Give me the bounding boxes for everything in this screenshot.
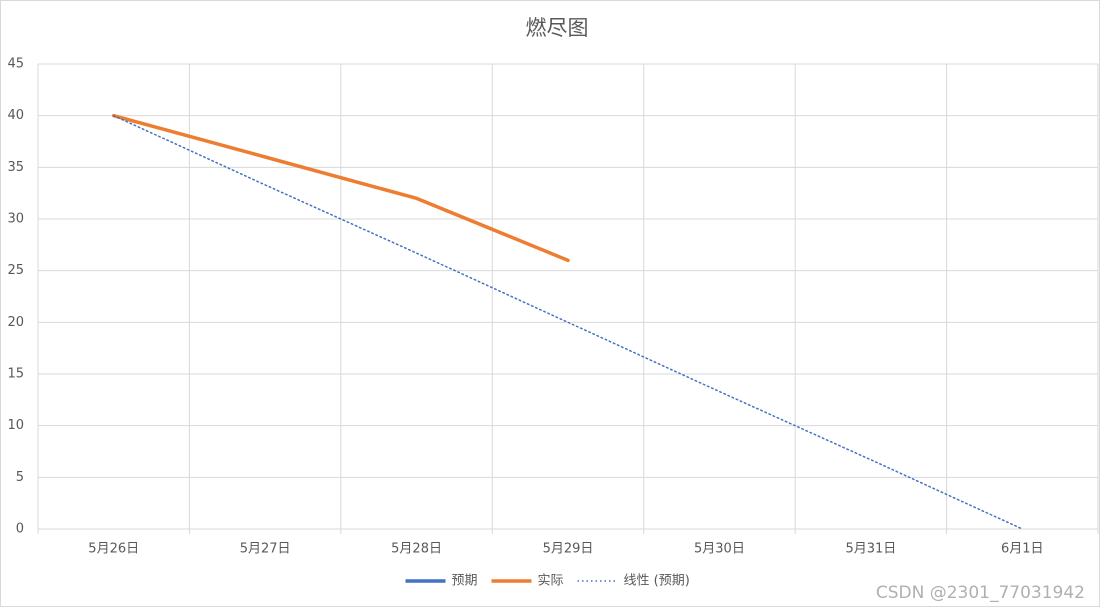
x-tick-label: 5月28日 bbox=[391, 542, 442, 557]
legend-label: 实际 bbox=[538, 574, 564, 589]
y-tick-label: 45 bbox=[7, 57, 24, 72]
series-line bbox=[111, 113, 570, 263]
y-tick-label: 10 bbox=[7, 418, 24, 433]
legend-label: 预期 bbox=[452, 574, 478, 589]
y-tick-label: 15 bbox=[7, 367, 24, 382]
y-tick-label: 5 bbox=[16, 470, 24, 485]
y-tick-label: 30 bbox=[7, 212, 24, 227]
x-tick-label: 6月1日 bbox=[1001, 542, 1044, 557]
y-tick-label: 20 bbox=[7, 315, 24, 330]
x-tick-label: 5月26日 bbox=[88, 542, 139, 557]
chart-title: 燃尽图 bbox=[526, 16, 589, 40]
legend-label: 线性 (预期) bbox=[624, 574, 690, 589]
x-tick-label: 5月31日 bbox=[845, 542, 896, 557]
trend-line bbox=[112, 114, 1024, 530]
y-tick-label: 25 bbox=[7, 263, 24, 278]
y-tick-label: 0 bbox=[16, 522, 24, 537]
x-tick-label: 5月29日 bbox=[543, 542, 594, 557]
x-tick-label: 5月27日 bbox=[240, 542, 291, 557]
y-tick-label: 40 bbox=[7, 108, 24, 123]
y-tick-label: 35 bbox=[7, 160, 24, 175]
x-tick-label: 5月30日 bbox=[694, 542, 745, 557]
watermark: CSDN @2301_77031942 bbox=[876, 583, 1085, 603]
